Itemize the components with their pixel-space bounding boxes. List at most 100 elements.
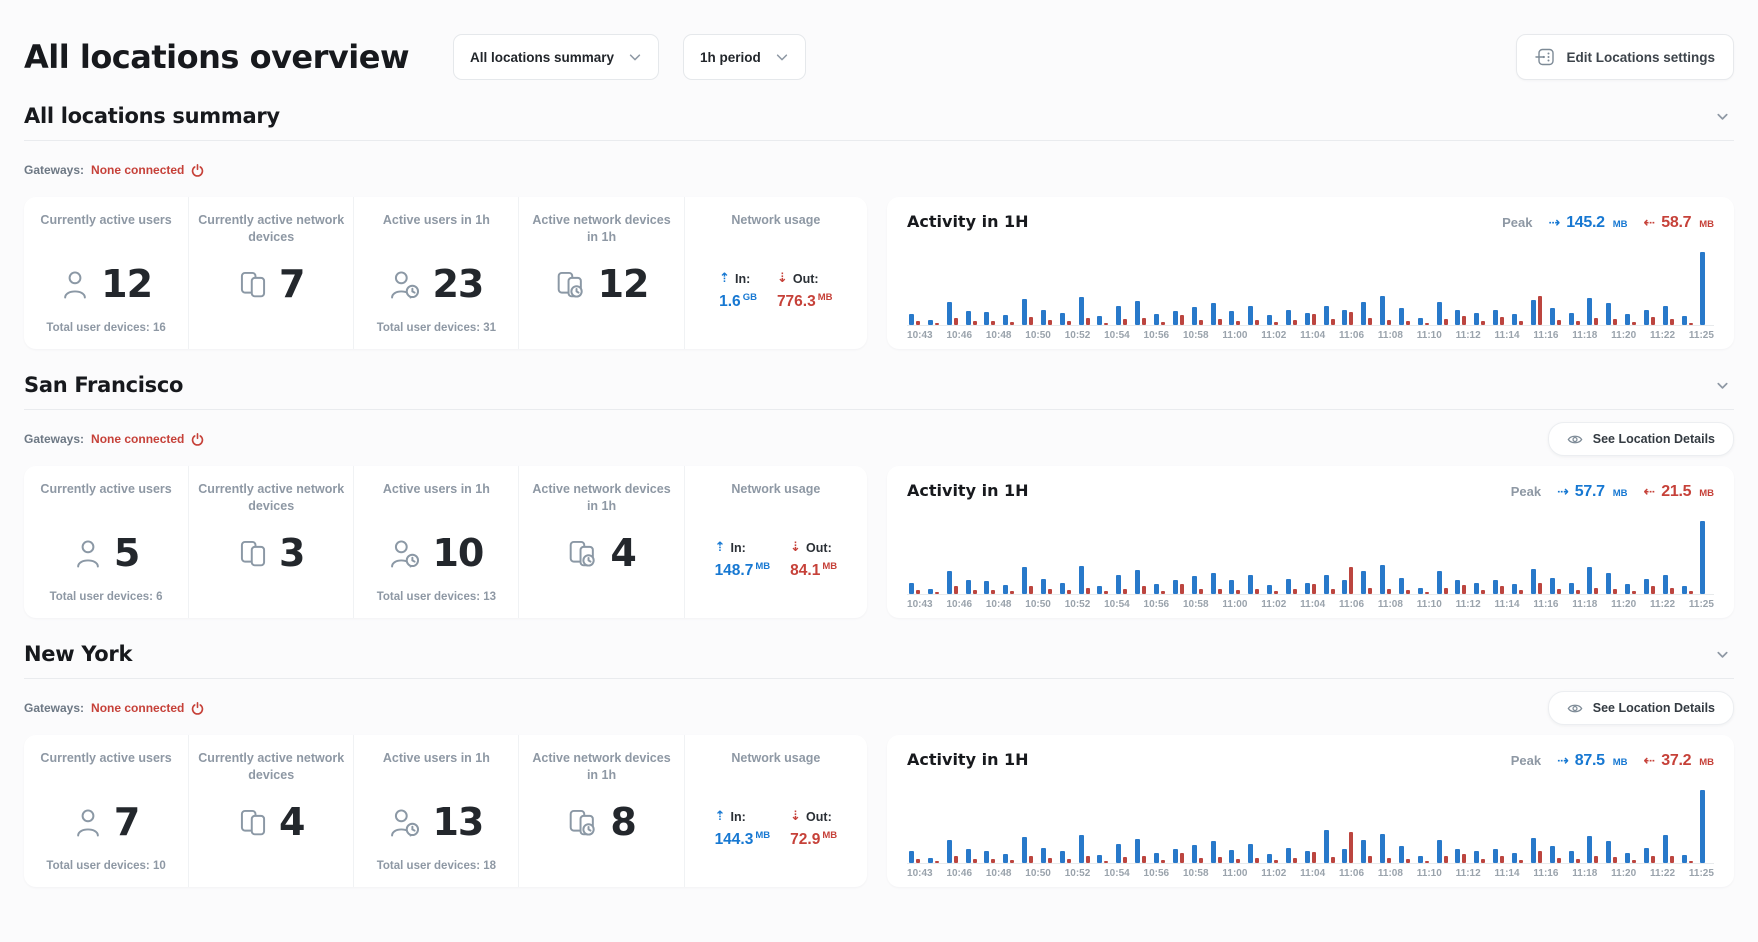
- bar-pair: [1417, 252, 1429, 325]
- out-bar: [1650, 317, 1655, 325]
- chevron-down-icon[interactable]: [1715, 647, 1730, 662]
- in-bar: [1285, 578, 1291, 594]
- out-bar: [1688, 322, 1693, 325]
- out-bar: [1292, 858, 1297, 863]
- peak-in-unit: MB: [1612, 219, 1628, 230]
- bar-pair: [1530, 252, 1542, 325]
- section-header[interactable]: New York: [24, 628, 1734, 679]
- stat-value: 12: [101, 262, 153, 306]
- power-disconnected-icon: [191, 701, 204, 715]
- bar-pair: [1097, 252, 1109, 325]
- out-bar: [1424, 592, 1429, 594]
- in-bar: [1191, 306, 1197, 325]
- eye-icon: [1567, 433, 1583, 446]
- out-bar: [991, 590, 996, 594]
- x-tick-label: 11:18: [1572, 868, 1598, 879]
- bar-pair: [1285, 252, 1297, 325]
- chevron-down-icon[interactable]: [1715, 109, 1730, 124]
- out-bar: [1104, 322, 1109, 325]
- stat-currently-active-users: Currently active users 7 Total user devi…: [24, 735, 190, 887]
- x-tick-label: 11:20: [1611, 599, 1637, 610]
- out-bar: [953, 317, 958, 325]
- summary-filter-dropdown[interactable]: All locations summary: [453, 34, 660, 80]
- in-bar: [1191, 844, 1197, 863]
- chevron-down-icon: [628, 50, 642, 64]
- in-label: In:: [730, 540, 746, 555]
- out-bar: [1368, 318, 1373, 325]
- out-bar: [1387, 858, 1392, 863]
- in-bar: [1172, 848, 1178, 863]
- chevron-down-icon[interactable]: [1715, 378, 1730, 393]
- gateways-label: Gateways:: [24, 163, 85, 177]
- in-bar: [1643, 847, 1649, 863]
- bar-pair: [1662, 521, 1674, 594]
- x-tick-label: 10:52: [1064, 330, 1091, 341]
- in-bar: [1512, 314, 1518, 325]
- in-bar: [1323, 829, 1329, 863]
- see-location-details-button[interactable]: See Location Details: [1547, 422, 1734, 456]
- x-tick-label: 11:25: [1688, 599, 1714, 610]
- out-bar: [1085, 856, 1090, 863]
- out-bar: [953, 855, 958, 863]
- in-bar: [1323, 305, 1329, 325]
- device-clock-icon: [555, 268, 587, 300]
- peak-summary: Peak ⇢ 87.5 MB ⇠ 37.2 MB: [1511, 752, 1714, 770]
- bar-pair: [1003, 790, 1015, 863]
- section-header[interactable]: All locations summary: [24, 90, 1734, 141]
- bar-pair: [965, 521, 977, 594]
- in-bar: [1587, 836, 1593, 863]
- bar-pair: [1078, 252, 1090, 325]
- period-filter-dropdown[interactable]: 1h period: [683, 34, 806, 80]
- out-bar: [1255, 858, 1260, 863]
- out-bar: [1500, 586, 1505, 594]
- gateways-status-text: None connected: [91, 432, 185, 446]
- peak-label: Peak: [1510, 484, 1542, 499]
- in-bar: [1681, 586, 1687, 594]
- section-header[interactable]: San Francisco: [24, 359, 1734, 410]
- out-bar: [1255, 588, 1260, 594]
- edit-locations-settings-button[interactable]: Edit Locations settings: [1516, 34, 1734, 80]
- in-bar: [1549, 846, 1555, 863]
- stat-currently-active-network-devices: Currently active network devices 4: [189, 735, 355, 887]
- stat-currently-active-users: Currently active users 12 Total user dev…: [24, 197, 190, 349]
- peak-label: Peak: [1510, 753, 1542, 768]
- in-bar: [1059, 312, 1065, 325]
- bar-pair: [1568, 790, 1580, 863]
- x-tick-label: 11:10: [1416, 330, 1442, 341]
- out-bar: [1556, 319, 1561, 325]
- location-section: New York Gateways: None connected: [24, 628, 1734, 887]
- bar-pair: [1587, 252, 1599, 325]
- stat-network-usage: Network usage ⇡ In: 1.6 GB: [685, 197, 867, 349]
- bar-pair: [946, 521, 958, 594]
- x-tick-label: 11:25: [1688, 330, 1714, 341]
- bar-pair: [1549, 252, 1561, 325]
- out-bar: [1462, 316, 1467, 325]
- out-bar: [1669, 856, 1674, 863]
- user-clock-icon: [389, 537, 421, 569]
- out-bar: [1274, 591, 1279, 594]
- out-bar: [1537, 851, 1542, 863]
- see-location-details-button[interactable]: See Location Details: [1547, 691, 1734, 725]
- stat-total: Total user devices: 18: [376, 860, 497, 872]
- stat-label: Currently active users: [40, 213, 172, 227]
- stat-total: Total user devices: 13: [376, 591, 497, 603]
- bar-pair: [1022, 521, 1034, 594]
- power-disconnected-icon: [191, 163, 204, 177]
- bar-pair: [1285, 790, 1297, 863]
- x-tick-label: 10:43: [907, 330, 933, 341]
- chevron-down-icon: [775, 50, 789, 64]
- bar-pair: [1267, 521, 1279, 594]
- bar-pair: [1059, 252, 1071, 325]
- arrow-up-dashed-icon: ⇡: [714, 540, 726, 556]
- in-bar: [1700, 521, 1706, 594]
- out-bar: [1217, 319, 1222, 325]
- bar-pair: [1530, 790, 1542, 863]
- out-bar: [972, 320, 977, 325]
- out-bar: [1613, 319, 1618, 325]
- out-bar: [1236, 590, 1241, 594]
- cards-row: Currently active users 12 Total user dev…: [24, 197, 1734, 349]
- out-bar: [1330, 319, 1335, 325]
- in-bar: [1210, 303, 1216, 325]
- user-icon: [73, 537, 103, 569]
- bar-pair: [1380, 252, 1392, 325]
